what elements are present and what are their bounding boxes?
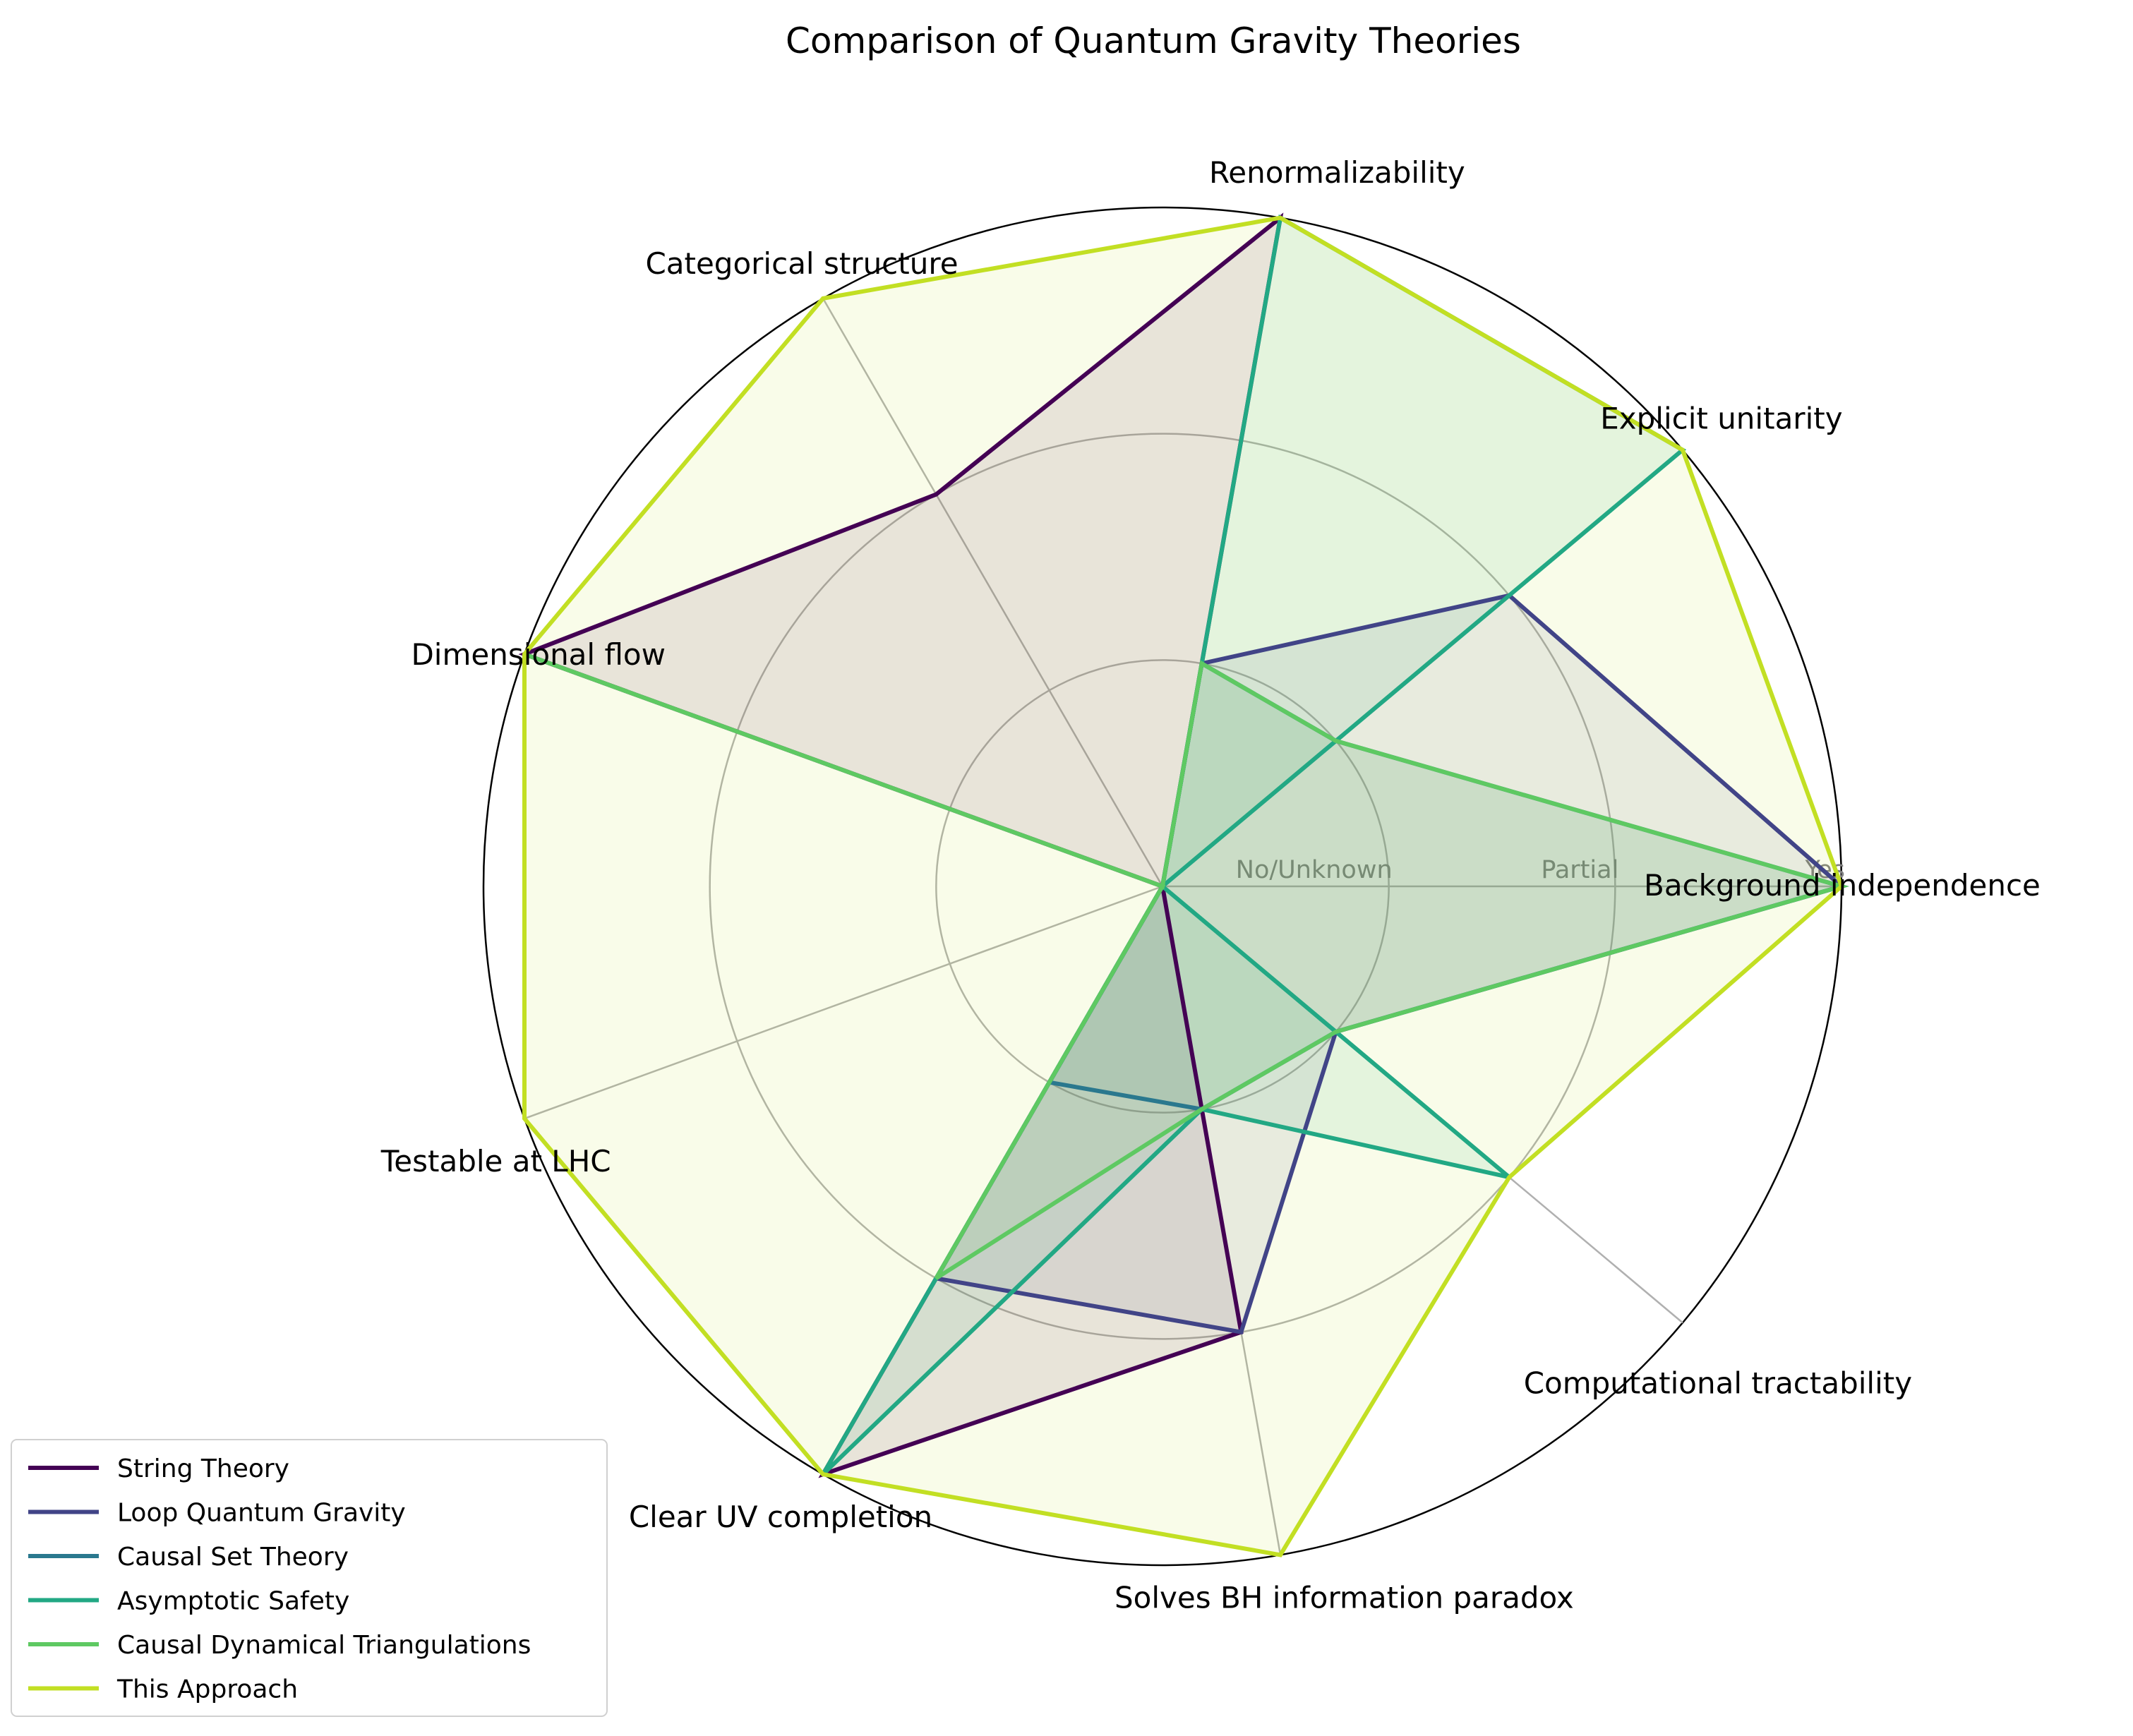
category-label: Clear UV completion <box>629 1500 932 1534</box>
category-label: Computational tractability <box>1524 1366 1912 1401</box>
category-label: Testable at LHC <box>380 1144 611 1179</box>
legend-label-0: String Theory <box>117 1454 289 1483</box>
legend-label-2: Causal Set Theory <box>117 1543 349 1572</box>
legend-label-5: This Approach <box>116 1675 298 1704</box>
category-label: Renormalizability <box>1209 155 1465 190</box>
series-line-5 <box>522 215 1844 1557</box>
spoke-line <box>822 298 1164 887</box>
series-fills <box>524 217 1841 1555</box>
chart-title: Comparison of Quantum Gravity Theories <box>786 20 1521 61</box>
legend-label-4: Causal Dynamical Triangulations <box>117 1631 531 1660</box>
series-fill-5 <box>524 217 1841 1555</box>
spoke-line <box>524 885 1163 1120</box>
series-fill-4 <box>524 654 1841 1279</box>
series-fill-3 <box>823 217 1683 1475</box>
radial-tick-label: No/Unknown <box>1236 856 1393 884</box>
series-line-4 <box>523 652 1849 1280</box>
radial-tick-label: Partial <box>1541 856 1618 884</box>
legend-label-1: Loop Quantum Gravity <box>117 1499 406 1528</box>
legend-box <box>11 1439 608 1717</box>
category-label: Dimensional flow <box>411 637 666 672</box>
series-fill-2 <box>1049 663 1841 1109</box>
series-fill-0 <box>524 217 1280 1475</box>
axis-labels: Background independence Explicit unitarit… <box>380 155 2041 1615</box>
legend-label-3: Asymptotic Safety <box>117 1587 349 1616</box>
category-label: Categorical structure <box>645 246 958 281</box>
category-label: Background independence <box>1644 868 2041 903</box>
legend: String Theory Loop Quantum Gravity Causal … <box>11 1439 608 1717</box>
category-label: Explicit unitarity <box>1600 401 1842 435</box>
series-lines <box>518 212 1849 1557</box>
category-label: Solves BH information paradox <box>1114 1581 1574 1615</box>
